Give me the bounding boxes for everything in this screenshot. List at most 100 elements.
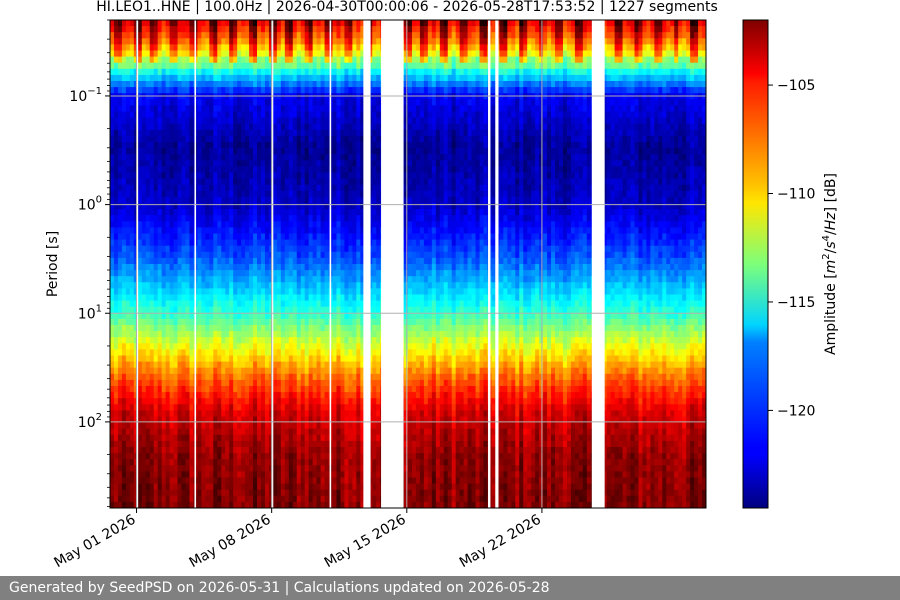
heatmap-cell [312,203,318,210]
heatmap-cell [650,105,655,113]
heatmap-cell [121,142,127,149]
heatmap-cell [439,105,445,113]
heatmap-cell [344,44,349,52]
heatmap-cell [276,196,282,204]
heatmap-cell [344,160,349,167]
heatmap-cell [539,129,544,137]
heatmap-cell [694,99,699,106]
heatmap-cell [439,74,445,82]
heatmap-cell [161,62,167,70]
heatmap-cell [221,209,226,216]
heatmap-cell [284,215,290,222]
heatmap-cell [503,129,508,137]
heatmap-cell [292,172,298,180]
heatmap-cell [439,68,445,76]
heatmap-cell [686,160,691,167]
heatmap-cell [110,221,115,228]
heatmap-cell [618,99,624,106]
heatmap-cell [634,215,640,222]
heatmap-cell [245,142,250,149]
heatmap-cell [121,178,127,186]
heatmap-cell [257,117,262,125]
heatmap-cell [145,74,151,82]
heatmap-cell [427,32,433,39]
heatmap-cell [471,44,477,52]
heatmap-cell [129,93,135,100]
heatmap-cell [674,32,679,39]
heatmap-cell [419,111,425,119]
heatmap-cell [161,142,167,149]
heatmap-cell [225,129,230,137]
heatmap-cell [408,196,413,204]
heatmap-cell [455,20,461,27]
heatmap-cell [471,56,477,64]
heatmap-cell [284,44,290,52]
heatmap-cell [110,50,115,58]
heatmap-cell [129,166,135,174]
heatmap-cell [260,44,266,52]
heatmap-cell [125,44,131,52]
heatmap-cell [300,93,306,100]
heatmap-cell [674,26,679,33]
heatmap-cell [650,203,655,210]
heatmap-cell [511,87,516,94]
heatmap-cell [276,62,282,70]
heatmap-cell [642,56,647,64]
heatmap-cell [117,81,123,88]
heatmap-cell [408,56,413,64]
heatmap-cell [443,56,449,64]
heatmap-cell [137,172,143,180]
heatmap-cell [527,68,532,76]
heatmap-cell [237,44,242,52]
heatmap-cell [499,20,504,27]
heatmap-cell [515,56,520,64]
heatmap-cell [435,93,441,100]
heatmap-cell [209,56,214,64]
heatmap-cell [165,56,171,64]
heatmap-cell [221,44,226,52]
heatmap-cell [499,184,504,192]
heatmap-cell [253,20,258,27]
heatmap-cell [439,93,445,100]
heatmap-cell [439,38,445,45]
heatmap-cell [610,105,616,113]
heatmap-cell [110,209,115,216]
heatmap-cell [690,26,695,33]
heatmap-cell [408,93,413,100]
heatmap-cell [117,209,123,216]
heatmap-cell [467,50,473,58]
heatmap-cell [288,215,294,222]
heatmap-cell [316,196,322,204]
heatmap-cell [503,26,508,33]
heatmap-cell [165,154,171,161]
heatmap-cell [427,209,433,216]
heatmap-cell [638,178,644,186]
heatmap-cell [459,154,465,161]
heatmap-cell [201,135,206,143]
heatmap-cell [475,50,481,58]
heatmap-cell [451,166,457,174]
heatmap-cell [312,209,318,216]
heatmap-cell [145,196,151,204]
heatmap-cell [372,50,377,58]
heatmap-cell [670,160,675,167]
heatmap-cell [324,190,330,198]
heatmap-cell [431,117,437,125]
heatmap-cell [447,203,453,210]
heatmap-cell [253,81,258,88]
heatmap-cell [658,105,663,113]
heatmap-cell [678,26,683,33]
heatmap-cell [312,68,318,76]
heatmap-cell [145,203,151,210]
heatmap-cell [694,93,699,100]
heatmap-cell [543,190,548,198]
heatmap-cell [694,32,699,39]
heatmap-cell [586,81,592,88]
heatmap-cell [682,178,687,186]
heatmap-cell [376,190,381,198]
heatmap-cell [547,26,552,33]
heatmap-cell [682,50,687,58]
heatmap-cell [626,26,632,33]
heatmap-cell [523,166,528,174]
heatmap-cell [284,190,290,198]
